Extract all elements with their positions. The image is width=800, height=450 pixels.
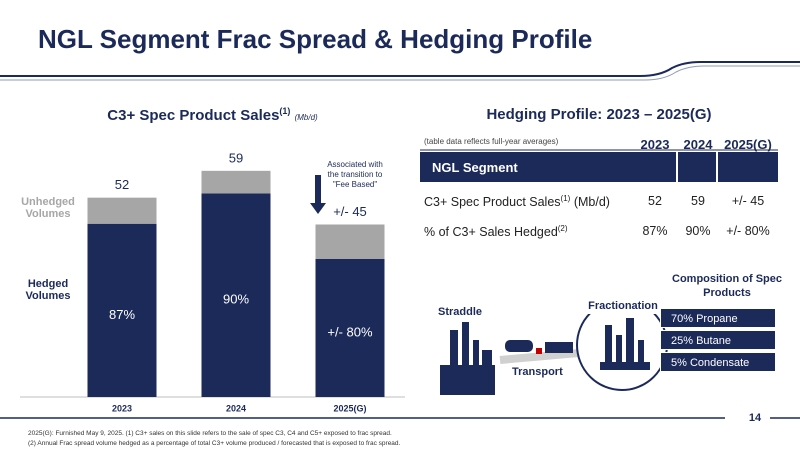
chart-title-note: (1) xyxy=(279,106,291,116)
composition-title: Composition of Spec Products xyxy=(672,273,782,299)
arrow xyxy=(310,203,326,214)
page-number: 14 xyxy=(749,412,762,424)
table-note: (table data reflects full-year averages) xyxy=(424,137,559,146)
row-label: C3+ Spec Product Sales xyxy=(424,195,561,210)
transport-label: Transport xyxy=(512,366,563,378)
table-title: Hedging Profile: 2023 – 2025(G) xyxy=(486,106,712,123)
table-cell: +/- 45 xyxy=(731,194,765,208)
table-cell: 87% xyxy=(642,224,668,238)
x-tick-label: 2024 xyxy=(226,403,246,413)
table-col-header: 2025(G) xyxy=(724,137,772,152)
arrow xyxy=(315,175,321,203)
composition-item: 25% Butane xyxy=(660,330,776,350)
straddle-icon xyxy=(440,322,495,395)
label-bg xyxy=(588,298,658,314)
row-unit: (Mb/d) xyxy=(573,195,610,210)
straddle-label: Straddle xyxy=(438,306,483,318)
footnote: 2025(G): Furnished May 9, 2025. (1) C3+ … xyxy=(28,430,392,437)
bar-total-label: 59 xyxy=(229,150,243,165)
table-section: NGL Segment xyxy=(432,160,518,175)
table-band xyxy=(718,152,778,182)
header-rule xyxy=(0,65,800,81)
x-tick-label: 2025(G) xyxy=(333,403,366,413)
table-row-label: % of C3+ Sales Hedged(2) xyxy=(424,224,568,239)
table-cell: 90% xyxy=(685,224,711,238)
table-cell: 52 xyxy=(648,194,662,208)
table-row-label: C3+ Spec Product Sales(1) (Mb/d) xyxy=(424,194,610,209)
legend-label: Hedged Volumes xyxy=(25,278,71,302)
bar-total-label: 52 xyxy=(115,177,129,192)
bar-value-label: 87% xyxy=(109,307,135,322)
slide-title: NGL Segment Frac Spread & Hedging Profil… xyxy=(38,24,593,54)
row-note: (2) xyxy=(557,224,568,233)
x-tick-label: 2023 xyxy=(112,403,132,413)
composition-item: 70% Propane xyxy=(660,308,776,328)
bar-segment xyxy=(315,224,385,259)
chart-title-wrap: C3+ Spec Product Sales(1) (Mb/d) xyxy=(20,106,405,124)
table-col-header: 2023 xyxy=(640,137,670,152)
bar-segment xyxy=(201,170,271,194)
legend-label: Unhedged Volumes xyxy=(21,196,75,220)
row-note: (1) xyxy=(560,194,571,203)
chart-title: C3+ Spec Product Sales xyxy=(107,107,280,124)
bar-value-label: 90% xyxy=(223,292,249,307)
fractionation-icon xyxy=(600,318,650,370)
bar-segment xyxy=(87,223,157,397)
footnote: (2) Annual Frac spread volume hedged as … xyxy=(28,440,401,447)
bar-segment xyxy=(87,197,157,224)
transport-icon xyxy=(499,340,591,364)
bar-total-label: +/- 45 xyxy=(333,204,367,219)
bar-segment xyxy=(315,259,385,397)
table-cell: 59 xyxy=(691,194,705,208)
table-band xyxy=(420,152,676,182)
header-rule xyxy=(0,61,800,77)
annotation: Associated with the transition to "Fee B… xyxy=(327,160,383,189)
bar-segment xyxy=(201,193,271,397)
table-col-header: 2024 xyxy=(683,137,713,152)
fractionation-label: Fractionation xyxy=(588,300,658,312)
bar-value-label: +/- 80% xyxy=(327,324,373,339)
composition-item: 5% Condensate xyxy=(660,352,776,372)
chart-unit: (Mb/d) xyxy=(294,113,318,122)
row-label: % of C3+ Sales Hedged xyxy=(424,225,558,240)
table-band xyxy=(678,152,716,182)
table-cell: +/- 80% xyxy=(726,224,770,238)
